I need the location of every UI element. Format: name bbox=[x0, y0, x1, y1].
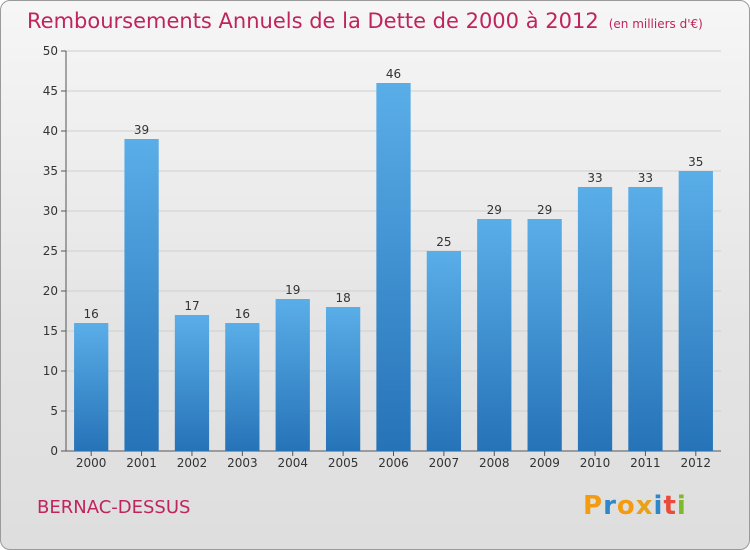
logo-letter: r bbox=[603, 491, 617, 521]
value-label: 25 bbox=[436, 235, 451, 249]
x-tick-label: 2009 bbox=[529, 456, 560, 470]
value-label: 35 bbox=[688, 155, 703, 169]
x-tick-label: 2001 bbox=[126, 456, 157, 470]
y-tick-label: 35 bbox=[43, 164, 58, 178]
logo-letter: i bbox=[676, 491, 687, 521]
value-label: 19 bbox=[285, 283, 300, 297]
value-label: 29 bbox=[537, 203, 552, 217]
y-tick-label: 50 bbox=[43, 44, 58, 58]
x-tick-label: 2000 bbox=[76, 456, 107, 470]
value-label: 18 bbox=[335, 291, 350, 305]
x-tick-label: 2004 bbox=[277, 456, 308, 470]
y-tick-label: 25 bbox=[43, 244, 58, 258]
bar-2006 bbox=[376, 83, 411, 451]
value-label: 16 bbox=[235, 307, 250, 321]
proxiti-logo: Proxiti bbox=[583, 491, 687, 521]
logo-letter: o bbox=[616, 491, 636, 521]
bar-2003 bbox=[225, 323, 260, 451]
bar-2002 bbox=[174, 315, 210, 451]
logo-letter: i bbox=[653, 491, 664, 521]
unit-label: (en milliers d'€) bbox=[608, 17, 703, 31]
y-tick-label: 40 bbox=[43, 124, 58, 138]
x-tick-label: 2006 bbox=[378, 456, 409, 470]
bar-2005 bbox=[325, 307, 361, 451]
y-tick-label: 20 bbox=[43, 284, 58, 298]
x-tick-label: 2012 bbox=[681, 456, 712, 470]
x-tick-label: 2005 bbox=[328, 456, 359, 470]
bar-2001 bbox=[124, 139, 159, 451]
y-tick-label: 0 bbox=[50, 444, 58, 458]
y-tick-label: 30 bbox=[43, 204, 58, 218]
logo-letter: t bbox=[663, 491, 677, 521]
title-text: Remboursements Annuels de la Dette de 20… bbox=[27, 9, 599, 33]
bar-2009 bbox=[527, 219, 562, 451]
x-tick-label: 2003 bbox=[227, 456, 258, 470]
y-tick-label: 5 bbox=[50, 404, 58, 418]
value-label: 39 bbox=[134, 123, 149, 137]
x-tick-label: 2002 bbox=[177, 456, 208, 470]
value-label: 16 bbox=[84, 307, 99, 321]
bar-2004 bbox=[275, 299, 310, 451]
x-tick-label: 2007 bbox=[429, 456, 460, 470]
bar-2010 bbox=[577, 187, 613, 451]
value-label: 46 bbox=[386, 67, 401, 81]
bar-2007 bbox=[426, 251, 462, 451]
bar-2011 bbox=[628, 187, 663, 451]
value-label: 29 bbox=[487, 203, 502, 217]
x-tick-label: 2008 bbox=[479, 456, 510, 470]
y-tick-label: 15 bbox=[43, 324, 58, 338]
x-tick-label: 2011 bbox=[630, 456, 661, 470]
y-tick-label: 45 bbox=[43, 84, 58, 98]
value-label: 33 bbox=[587, 171, 602, 185]
commune-name: BERNAC-DESSUS bbox=[37, 497, 191, 518]
value-label: 33 bbox=[638, 171, 653, 185]
y-tick-label: 10 bbox=[43, 364, 58, 378]
value-label: 17 bbox=[184, 299, 199, 313]
chart-title: Remboursements Annuels de la Dette de 20… bbox=[27, 9, 703, 33]
bar-2012 bbox=[678, 171, 713, 451]
x-tick-label: 2010 bbox=[580, 456, 611, 470]
logo-letter: x bbox=[635, 491, 654, 521]
bar-2000 bbox=[74, 323, 109, 451]
logo-letter: P bbox=[583, 491, 604, 521]
bar-2008 bbox=[477, 219, 512, 451]
